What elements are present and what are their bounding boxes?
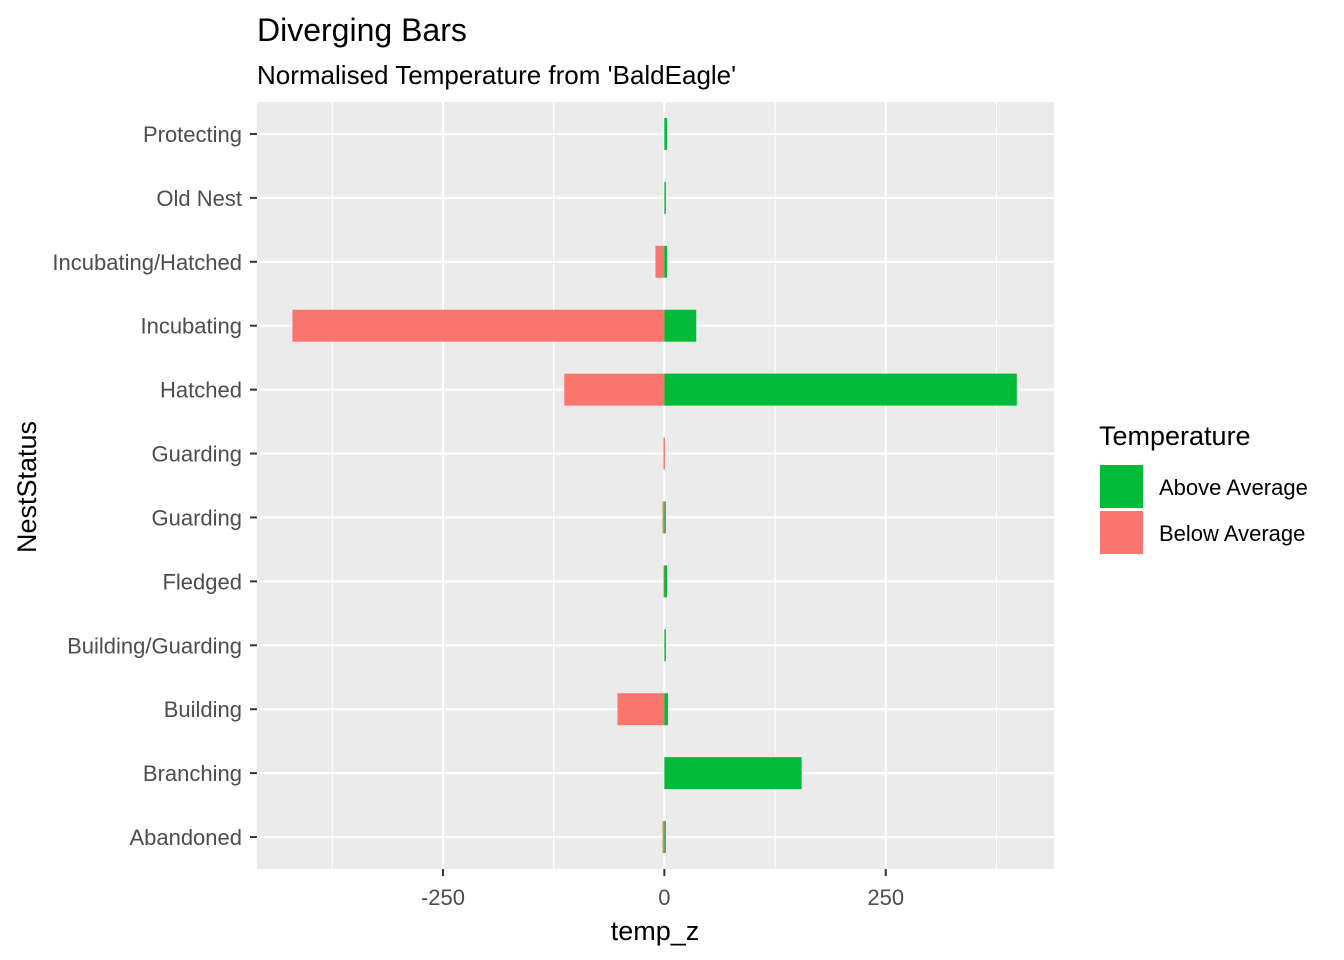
bar-above-average-hatched xyxy=(664,373,1017,406)
bar-above-average-incubating xyxy=(664,309,697,342)
y-tick-label: Building xyxy=(164,697,242,722)
chart-title: Diverging Bars xyxy=(257,12,467,48)
y-tick-label: Building/Guarding xyxy=(67,633,242,658)
bar-below-average-incubating-hatched xyxy=(655,245,665,278)
x-tick-label: 250 xyxy=(867,885,904,910)
legend: Temperature Above Average Below Average xyxy=(1099,421,1308,554)
bar-below-average-guarding xyxy=(662,501,665,534)
y-axis: Abandoned Branching Building Building/Guard… xyxy=(52,122,257,850)
bar-above-average-branching xyxy=(664,757,802,790)
bar-above-average-building xyxy=(664,693,668,726)
y-tick-label: Fledged xyxy=(162,569,242,594)
bar-below-average-incubating xyxy=(292,309,665,342)
bar-above-average-abandoned xyxy=(664,821,666,854)
y-tick-label: Guarding xyxy=(151,442,242,467)
bar-above-average-guarding xyxy=(664,501,666,534)
y-tick-label: Abandoned xyxy=(129,825,242,850)
x-tick-label: 0 xyxy=(658,885,670,910)
plot-panel xyxy=(257,102,1054,869)
y-tick-label: Protecting xyxy=(143,122,242,147)
x-axis: -250 0 250 xyxy=(421,869,904,910)
bar-below-average-building xyxy=(617,693,665,726)
legend-title: Temperature xyxy=(1099,421,1251,451)
y-tick-label: Old Nest xyxy=(156,186,242,211)
legend-label: Above Average xyxy=(1159,475,1308,500)
bar-above-average-protecting xyxy=(664,117,668,150)
x-axis-title: temp_z xyxy=(611,916,700,946)
bar-below-average-hatched xyxy=(564,373,665,406)
bar-below-average-fledged xyxy=(663,565,665,598)
bar-below-average-guarding xyxy=(663,437,665,470)
x-tick-label: -250 xyxy=(421,885,465,910)
bar-below-average-abandoned xyxy=(662,821,665,854)
legend-swatch xyxy=(1100,465,1143,508)
y-axis-title: NestStatus xyxy=(12,421,42,553)
y-tick-label: Incubating xyxy=(140,314,242,339)
legend-swatch xyxy=(1100,511,1143,554)
y-tick-label: Branching xyxy=(143,761,242,786)
y-tick-label: Guarding xyxy=(151,505,242,530)
bar-above-average-building-guarding xyxy=(664,629,666,662)
y-tick-label: Hatched xyxy=(160,378,242,403)
bars xyxy=(292,117,1017,854)
bar-above-average-fledged xyxy=(664,565,668,598)
chart-subtitle: Normalised Temperature from 'BaldEagle' xyxy=(257,60,736,90)
minor-gridlines xyxy=(331,102,997,869)
y-tick-label: Incubating/Hatched xyxy=(52,250,242,275)
bar-above-average-incubating-hatched xyxy=(664,245,668,278)
bar-above-average-old-nest xyxy=(664,181,666,214)
legend-label: Below Average xyxy=(1159,521,1305,546)
